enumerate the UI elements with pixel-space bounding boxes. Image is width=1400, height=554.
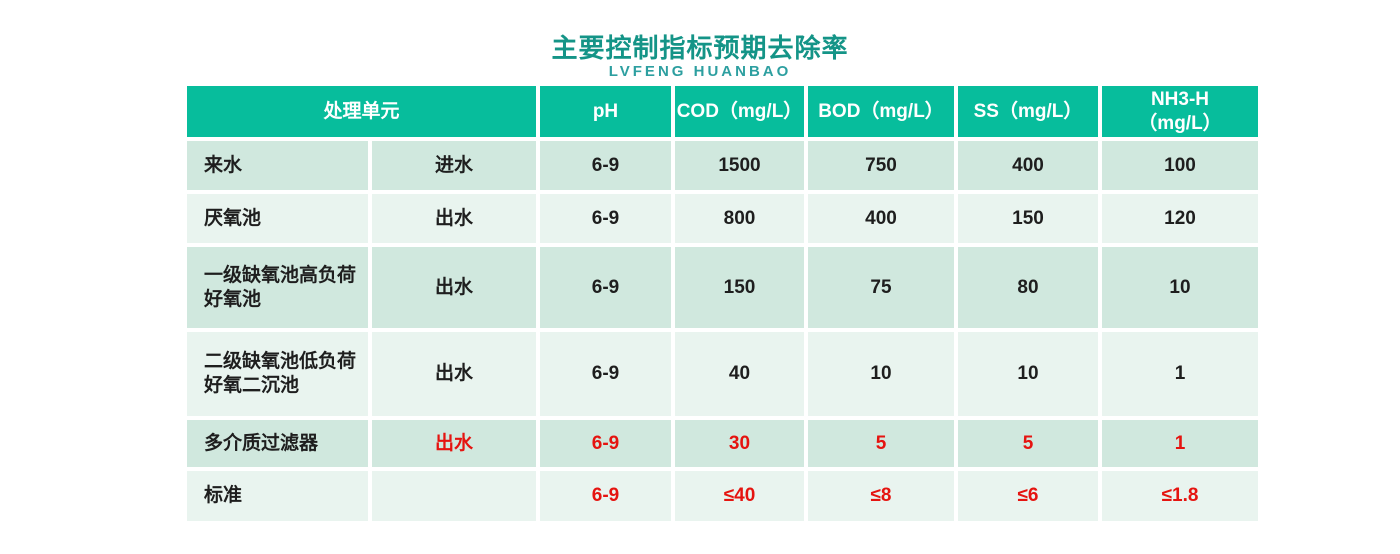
row-2-value-4: 10: [1102, 247, 1258, 328]
row-0-value-0: 6-9: [540, 141, 671, 190]
row-2-value-2: 75: [808, 247, 954, 328]
row-5-unit-name: 标准: [187, 471, 368, 521]
row-4-value-4: 1: [1102, 420, 1258, 467]
row-5-flow: [372, 471, 536, 521]
row-3-value-4: 1: [1102, 332, 1258, 416]
page-title: 主要控制指标预期去除率: [551, 33, 849, 63]
row-0-value-1: 1500: [675, 141, 804, 190]
row-4-value-1: 30: [675, 420, 804, 467]
header-treatment-unit: 处理单元: [187, 86, 536, 137]
row-4-value-2: 5: [808, 420, 954, 467]
row-5-value-1: ≤40: [675, 471, 804, 521]
row-5-value-2: ≤8: [808, 471, 954, 521]
row-1-unit-name: 厌氧池: [187, 194, 368, 243]
row-3-flow: 出水: [372, 332, 536, 416]
row-3-value-0: 6-9: [540, 332, 671, 416]
row-1-value-0: 6-9: [540, 194, 671, 243]
row-4-value-0: 6-9: [540, 420, 671, 467]
header-bod: BOD（mg/L）: [808, 86, 954, 137]
row-1-value-3: 150: [958, 194, 1098, 243]
page-subtitle: LVFENG HUANBAO: [608, 63, 792, 80]
row-2-flow: 出水: [372, 247, 536, 328]
row-0-value-2: 750: [808, 141, 954, 190]
row-5-value-3: ≤6: [958, 471, 1098, 521]
row-4-flow: 出水: [372, 420, 536, 467]
row-0-value-4: 100: [1102, 141, 1258, 190]
row-1-value-2: 400: [808, 194, 954, 243]
row-5-value-4: ≤1.8: [1102, 471, 1258, 521]
row-4-value-3: 5: [958, 420, 1098, 467]
row-2-value-0: 6-9: [540, 247, 671, 328]
row-3-value-1: 40: [675, 332, 804, 416]
row-0-unit-name: 来水: [187, 141, 368, 190]
row-4-unit-name: 多介质过滤器: [187, 420, 368, 467]
indicator-table: 处理单元 pH COD（mg/L） BOD（mg/L） SS（mg/L） NH3…: [187, 86, 1258, 521]
header-nh3h: NH3-H （mg/L）: [1102, 86, 1258, 137]
header-ph: pH: [540, 86, 671, 137]
header-cod: COD（mg/L）: [675, 86, 804, 137]
row-3-unit-name: 二级缺氧池低负荷 好氧二沉池: [187, 332, 368, 416]
row-3-value-2: 10: [808, 332, 954, 416]
row-2-unit-name: 一级缺氧池高负荷 好氧池: [187, 247, 368, 328]
header-ss: SS（mg/L）: [958, 86, 1098, 137]
row-2-value-1: 150: [675, 247, 804, 328]
row-1-value-1: 800: [675, 194, 804, 243]
row-0-flow: 进水: [372, 141, 536, 190]
row-0-value-3: 400: [958, 141, 1098, 190]
row-1-value-4: 120: [1102, 194, 1258, 243]
row-3-value-3: 10: [958, 332, 1098, 416]
row-2-value-3: 80: [958, 247, 1098, 328]
row-1-flow: 出水: [372, 194, 536, 243]
row-5-value-0: 6-9: [540, 471, 671, 521]
